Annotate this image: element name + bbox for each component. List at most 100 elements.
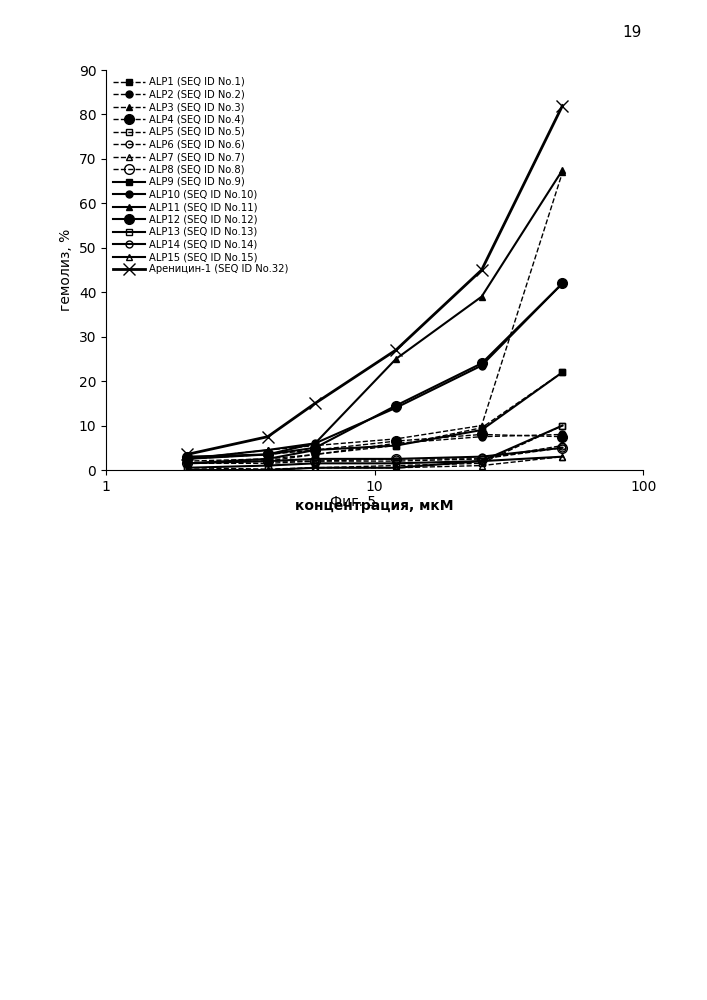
ALP13 (SEQ ID No.13) (311, 457, 320, 469)
ALP7 (SEQ ID No.7) (392, 462, 400, 474)
ALP2 (SEQ ID No.2) (477, 431, 486, 443)
ALP14 (SEQ ID No.14) (559, 442, 567, 454)
ALP7 (SEQ ID No.7) (182, 464, 191, 476)
ALP2 (SEQ ID No.2) (392, 437, 400, 449)
ALP11 (SEQ ID No.11) (559, 164, 567, 176)
Line: ALP8 (SEQ ID No.8): ALP8 (SEQ ID No.8) (182, 443, 567, 468)
ALP4 (SEQ ID No.4) (559, 431, 567, 443)
ALP8 (SEQ ID No.8) (182, 457, 191, 469)
ALP6 (SEQ ID No.6) (477, 453, 486, 465)
ALP7 (SEQ ID No.7) (477, 460, 486, 472)
ALP13 (SEQ ID No.13) (392, 457, 400, 469)
ALP8 (SEQ ID No.8) (559, 442, 567, 454)
ALP9 (SEQ ID No.9) (392, 440, 400, 452)
Text: 19: 19 (622, 25, 641, 40)
ALP4 (SEQ ID No.4) (392, 435, 400, 447)
ALP14 (SEQ ID No.14) (264, 455, 272, 467)
ALP15 (SEQ ID No.15) (182, 464, 191, 476)
ALP14 (SEQ ID No.14) (182, 457, 191, 469)
ALP2 (SEQ ID No.2) (311, 448, 320, 460)
ALP15 (SEQ ID No.15) (311, 462, 320, 474)
ALP1 (SEQ ID No.1) (392, 440, 400, 452)
ALP9 (SEQ ID No.9) (182, 457, 191, 469)
ALP1 (SEQ ID No.1) (311, 448, 320, 460)
ALP12 (SEQ ID No.12) (392, 400, 400, 412)
ALP9 (SEQ ID No.9) (311, 444, 320, 456)
ALP10 (SEQ ID No.10) (392, 402, 400, 414)
Line: ALP7 (SEQ ID No.7): ALP7 (SEQ ID No.7) (183, 453, 566, 473)
ALP8 (SEQ ID No.8) (264, 455, 272, 467)
ALP11 (SEQ ID No.11) (264, 444, 272, 456)
Ареницин-1 (SEQ ID No.32) (559, 100, 567, 112)
ALP11 (SEQ ID No.11) (477, 291, 486, 303)
ALP15 (SEQ ID No.15) (559, 451, 567, 463)
ALP11 (SEQ ID No.11) (182, 453, 191, 465)
ALP10 (SEQ ID No.10) (182, 453, 191, 465)
ALP4 (SEQ ID No.4) (311, 444, 320, 456)
ALP12 (SEQ ID No.12) (182, 451, 191, 463)
ALP12 (SEQ ID No.12) (477, 357, 486, 369)
Legend: ALP1 (SEQ ID No.1), ALP2 (SEQ ID No.2), ALP3 (SEQ ID No.3), ALP4 (SEQ ID No.4), : ALP1 (SEQ ID No.1), ALP2 (SEQ ID No.2), … (111, 75, 291, 276)
ALP6 (SEQ ID No.6) (182, 457, 191, 469)
ALP8 (SEQ ID No.8) (477, 453, 486, 465)
ALP3 (SEQ ID No.3) (182, 453, 191, 465)
ALP13 (SEQ ID No.13) (264, 460, 272, 472)
Line: ALP11 (SEQ ID No.11): ALP11 (SEQ ID No.11) (183, 167, 566, 462)
ALP13 (SEQ ID No.13) (559, 420, 567, 432)
ALP3 (SEQ ID No.3) (392, 433, 400, 445)
ALP4 (SEQ ID No.4) (182, 453, 191, 465)
ALP2 (SEQ ID No.2) (182, 455, 191, 467)
ALP3 (SEQ ID No.3) (559, 166, 567, 178)
Line: ALP9 (SEQ ID No.9): ALP9 (SEQ ID No.9) (183, 369, 566, 467)
Line: ALP4 (SEQ ID No.4): ALP4 (SEQ ID No.4) (182, 430, 567, 464)
ALP4 (SEQ ID No.4) (264, 448, 272, 460)
Line: ALP13 (SEQ ID No.13): ALP13 (SEQ ID No.13) (183, 422, 566, 471)
ALP8 (SEQ ID No.8) (311, 455, 320, 467)
Line: ALP6 (SEQ ID No.6): ALP6 (SEQ ID No.6) (183, 442, 566, 467)
ALP14 (SEQ ID No.14) (477, 451, 486, 463)
ALP3 (SEQ ID No.3) (264, 444, 272, 456)
ALP12 (SEQ ID No.12) (264, 448, 272, 460)
Line: ALP1 (SEQ ID No.1): ALP1 (SEQ ID No.1) (183, 369, 566, 467)
ALP6 (SEQ ID No.6) (264, 457, 272, 469)
ALP6 (SEQ ID No.6) (392, 455, 400, 467)
ALP12 (SEQ ID No.12) (559, 277, 567, 289)
ALP3 (SEQ ID No.3) (311, 440, 320, 452)
Ареницин-1 (SEQ ID No.32) (264, 431, 272, 443)
Line: ALP14 (SEQ ID No.14): ALP14 (SEQ ID No.14) (183, 444, 566, 467)
Line: ALP15 (SEQ ID No.15): ALP15 (SEQ ID No.15) (183, 453, 566, 473)
ALP5 (SEQ ID No.5) (311, 462, 320, 474)
ALP15 (SEQ ID No.15) (477, 455, 486, 467)
ALP5 (SEQ ID No.5) (392, 460, 400, 472)
ALP2 (SEQ ID No.2) (264, 453, 272, 465)
ALP7 (SEQ ID No.7) (264, 464, 272, 476)
Line: ALP10 (SEQ ID No.10): ALP10 (SEQ ID No.10) (183, 280, 566, 462)
ALP5 (SEQ ID No.5) (182, 462, 191, 474)
ALP10 (SEQ ID No.10) (311, 437, 320, 449)
ALP3 (SEQ ID No.3) (477, 420, 486, 432)
ALP6 (SEQ ID No.6) (311, 455, 320, 467)
ALP10 (SEQ ID No.10) (559, 277, 567, 289)
Y-axis label: гемолиз, %: гемолиз, % (59, 229, 73, 311)
Ареницин-1 (SEQ ID No.32) (392, 344, 400, 356)
Line: Ареницин-1 (SEQ ID No.32): Ареницин-1 (SEQ ID No.32) (181, 99, 568, 461)
Ареницин-1 (SEQ ID No.32) (477, 264, 486, 276)
ALP8 (SEQ ID No.8) (392, 453, 400, 465)
ALP1 (SEQ ID No.1) (264, 455, 272, 467)
ALP6 (SEQ ID No.6) (559, 440, 567, 452)
ALP7 (SEQ ID No.7) (311, 462, 320, 474)
ALP1 (SEQ ID No.1) (182, 457, 191, 469)
ALP11 (SEQ ID No.11) (392, 353, 400, 365)
Line: ALP2 (SEQ ID No.2): ALP2 (SEQ ID No.2) (183, 431, 566, 465)
ALP10 (SEQ ID No.10) (477, 360, 486, 372)
ALP13 (SEQ ID No.13) (182, 462, 191, 474)
ALP11 (SEQ ID No.11) (311, 437, 320, 449)
ALP1 (SEQ ID No.1) (559, 366, 567, 378)
ALP13 (SEQ ID No.13) (477, 455, 486, 467)
Ареницин-1 (SEQ ID No.32) (311, 397, 320, 409)
ALP10 (SEQ ID No.10) (264, 448, 272, 460)
ALP9 (SEQ ID No.9) (477, 424, 486, 436)
ALP5 (SEQ ID No.5) (264, 463, 272, 475)
ALP7 (SEQ ID No.7) (559, 451, 567, 463)
ALP1 (SEQ ID No.1) (477, 422, 486, 434)
